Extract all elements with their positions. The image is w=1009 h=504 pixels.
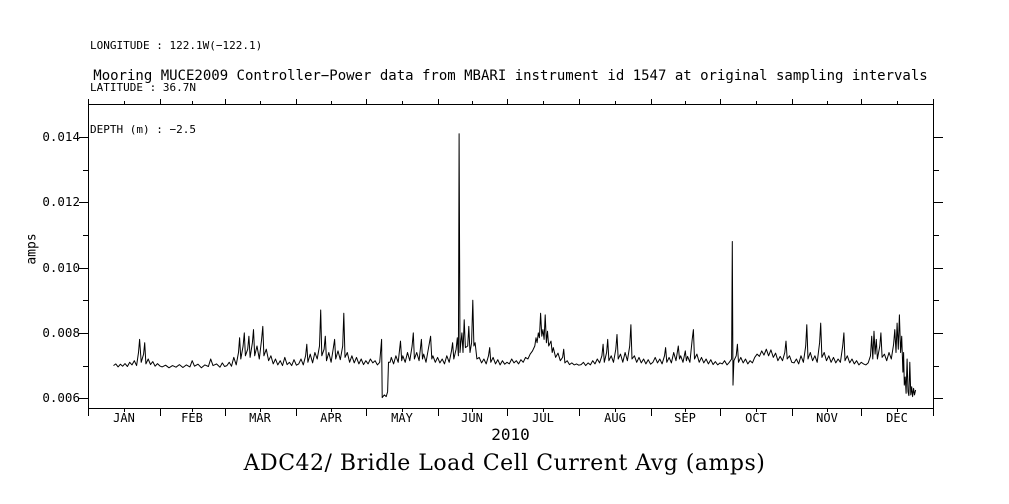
svg-text:0.014: 0.014: [42, 129, 80, 144]
y-axis-label: amps: [24, 233, 40, 265]
svg-text:0.012: 0.012: [42, 194, 80, 209]
svg-text:OCT: OCT: [745, 411, 767, 425]
svg-text:MAR: MAR: [249, 411, 271, 425]
longitude-text: LONGITUDE : 122.1W(−122.1): [90, 39, 263, 52]
svg-text:JAN: JAN: [113, 411, 135, 425]
svg-text:SEP: SEP: [674, 411, 696, 425]
svg-text:0.006: 0.006: [42, 390, 80, 405]
svg-text:AUG: AUG: [604, 411, 626, 425]
svg-text:JUN: JUN: [461, 411, 483, 425]
chart-caption: ADC42/ Bridle Load Cell Current Avg (amp…: [243, 451, 766, 476]
svg-text:0.010: 0.010: [42, 260, 80, 275]
x-axis-year-label: 2010: [491, 425, 530, 444]
svg-text:DEC: DEC: [886, 411, 908, 425]
plot-title: Mooring MUCE2009 Controller−Power data f…: [93, 68, 928, 84]
latitude-text: LATITUDE : 36.7N: [90, 81, 196, 94]
svg-text:FEB: FEB: [181, 411, 203, 425]
svg-text:APR: APR: [320, 411, 342, 425]
svg-text:0.008: 0.008: [42, 325, 80, 340]
svg-text:MAY: MAY: [391, 411, 413, 425]
svg-text:JUL: JUL: [532, 411, 554, 425]
metadata-block: LONGITUDE : 122.1W(−122.1) LATITUDE : 36…: [90, 11, 262, 165]
depth-text: DEPTH (m) : −2.5: [90, 123, 196, 136]
svg-text:NOV: NOV: [816, 411, 838, 425]
